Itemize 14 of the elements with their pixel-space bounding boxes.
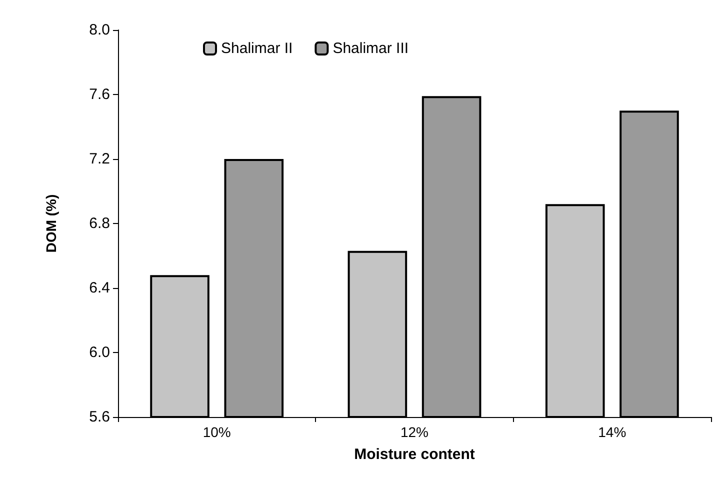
x-axis-title: Moisture content <box>354 446 475 463</box>
y-tick-label: 6.8 <box>89 215 110 232</box>
y-tick-label: 6.4 <box>89 280 110 296</box>
x-tick-label: 12% <box>400 424 429 440</box>
y-tick-label: 6.0 <box>89 344 110 361</box>
x-tick-label: 14% <box>598 424 626 440</box>
y-tick-label: 7.2 <box>89 150 110 168</box>
x-tick-label: 10% <box>202 424 231 440</box>
y-axis-title: DOM (%) <box>43 194 59 253</box>
legend-label: Shalimar II <box>221 40 293 57</box>
y-tick-label: 5.6 <box>89 408 110 426</box>
y-tick-label: 7.6 <box>89 86 110 103</box>
y-tick-label: 8.0 <box>89 22 110 38</box>
legend-label: Shalimar III <box>332 40 409 57</box>
